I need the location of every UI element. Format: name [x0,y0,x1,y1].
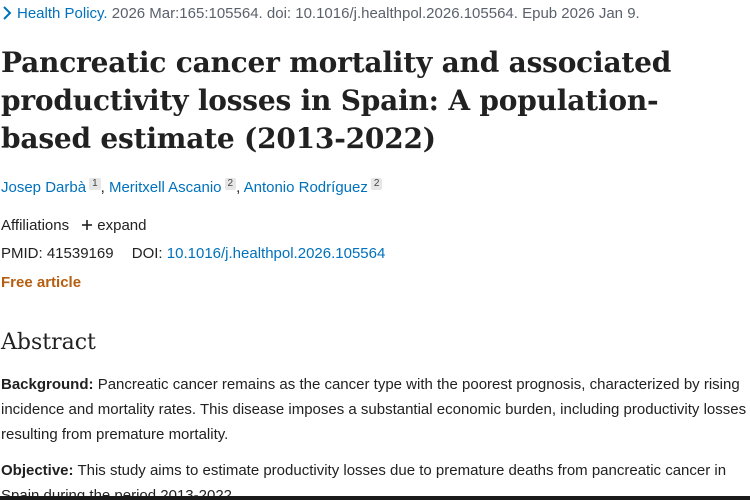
plus-icon [82,220,93,230]
article-title: Pancreatic cancer mortality and associat… [1,46,672,155]
pmid-value: 41539169 [46,245,114,262]
author-link[interactable]: Meritxell Ascanio [108,179,222,196]
objective-text: This study aims to estimate productivity… [1,462,727,500]
author-link[interactable]: Josep Darbà [1,179,87,196]
abstract-objective: Objective: This study aims to estimate p… [1,458,749,500]
author-link[interactable]: Antonio Rodríguez [243,179,368,196]
bottom-border [0,496,750,500]
pmid-label: PMID: [1,245,43,262]
abstract-heading: Abstract [1,330,96,355]
affiliation-number[interactable]: 2 [224,178,237,190]
abstract-background: Background: Pancreatic cancer remains as… [1,372,749,447]
background-label: Background: [1,376,94,393]
chevron-right-icon[interactable] [2,6,13,20]
background-text: Pancreatic cancer remains as the cancer … [1,376,747,443]
author-separator: , [100,179,109,196]
expand-label: expand [97,217,147,234]
doi-link[interactable]: 10.1016/j.healthpol.2026.105564 [166,245,386,262]
citation-details: 2026 Mar:165:105564. doi: 10.1016/j.heal… [111,5,640,22]
author-separator: , [236,179,244,196]
objective-label: Objective: [1,462,74,479]
author-list: Josep Darbà 1, Meritxell Ascanio 2, Antoni… [1,178,383,196]
journal-link[interactable]: Health Policy. [17,5,108,22]
doi-label: DOI: [131,245,163,262]
affiliations-toggle[interactable]: Affiliations expand [1,217,146,234]
expand-button[interactable]: expand [81,217,146,234]
citation-line: Health Policy. 2026 Mar:165:105564. doi:… [2,5,640,22]
free-article-badge[interactable]: Free article [1,274,82,291]
affiliation-number[interactable]: 1 [89,178,101,190]
identifiers: PMID: 41539169 DOI: 10.1016/j.healthpol.… [1,245,385,262]
affiliation-number[interactable]: 2 [370,178,383,190]
affiliations-label: Affiliations [1,217,70,234]
